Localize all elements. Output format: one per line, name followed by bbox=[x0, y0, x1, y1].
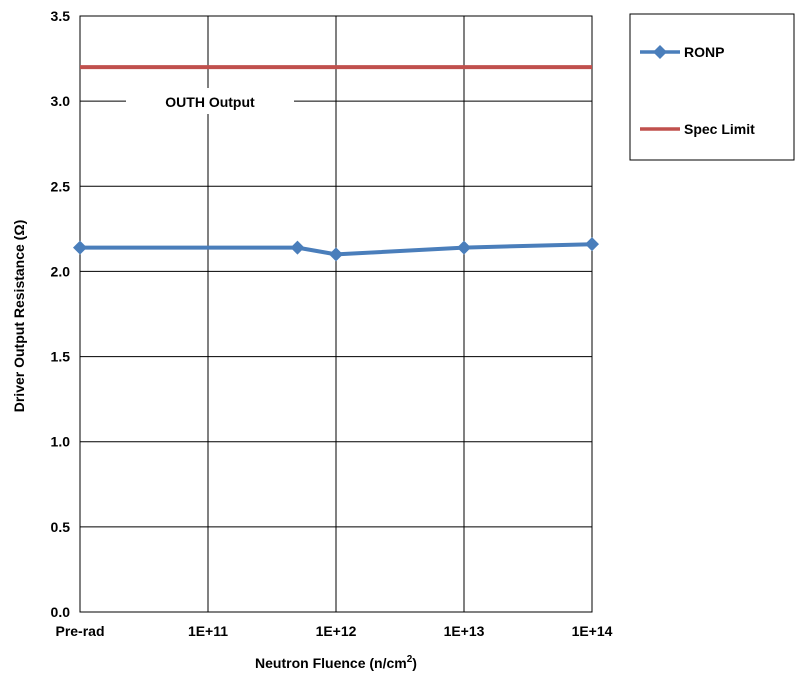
annotation-outh-output: OUTH Output bbox=[165, 94, 255, 110]
y-tick-label: 3.0 bbox=[51, 93, 71, 109]
y-tick-label: 2.5 bbox=[51, 178, 71, 194]
y-tick-label: 0.5 bbox=[51, 519, 71, 535]
y-tick-label: 1.5 bbox=[51, 349, 71, 365]
data-point-ronp bbox=[290, 240, 305, 255]
legend-ronp-marker bbox=[653, 45, 667, 59]
x-tick-label: Pre-rad bbox=[55, 623, 104, 639]
data-point-ronp bbox=[457, 240, 471, 255]
x-tick-label: 1E+12 bbox=[316, 623, 357, 639]
series-layer bbox=[73, 65, 599, 262]
legend-box bbox=[629, 13, 795, 161]
y-tick-label: 1.0 bbox=[51, 434, 71, 450]
x-tick-label: 1E+11 bbox=[188, 623, 228, 639]
y-tick-label: 2.0 bbox=[51, 263, 71, 279]
x-tick-label: 1E+14 bbox=[572, 623, 613, 639]
data-point-ronp bbox=[73, 240, 87, 255]
tick-labels: 0.0 0.5 1.0 1.5 2.0 2.5 3.0 3.5 Pre-rad 1E+11 1E+1… bbox=[51, 8, 613, 639]
y-tick-label: 0.0 bbox=[51, 604, 71, 620]
y-axis-title: Driver Output Resistance (Ω) bbox=[11, 220, 27, 413]
annotation-background bbox=[126, 88, 294, 114]
y-tick-label: 3.5 bbox=[51, 8, 71, 24]
legend: RONP Spec Limit bbox=[629, 13, 795, 161]
grid bbox=[79, 15, 593, 613]
x-axis-title-superscript: 2 bbox=[407, 654, 413, 665]
legend-label-ronp: RONP bbox=[684, 44, 724, 60]
x-axis-title-main: Neutron Fluence (n/cm bbox=[255, 655, 407, 671]
x-axis-title-end: ) bbox=[412, 655, 417, 671]
data-point-ronp bbox=[585, 237, 599, 252]
data-point-ronp bbox=[329, 247, 343, 262]
x-axis-title: Neutron Fluence (n/cm2) bbox=[255, 654, 417, 671]
x-tick-label: 1E+13 bbox=[444, 623, 485, 639]
legend-label-spec-limit: Spec Limit bbox=[684, 121, 755, 137]
